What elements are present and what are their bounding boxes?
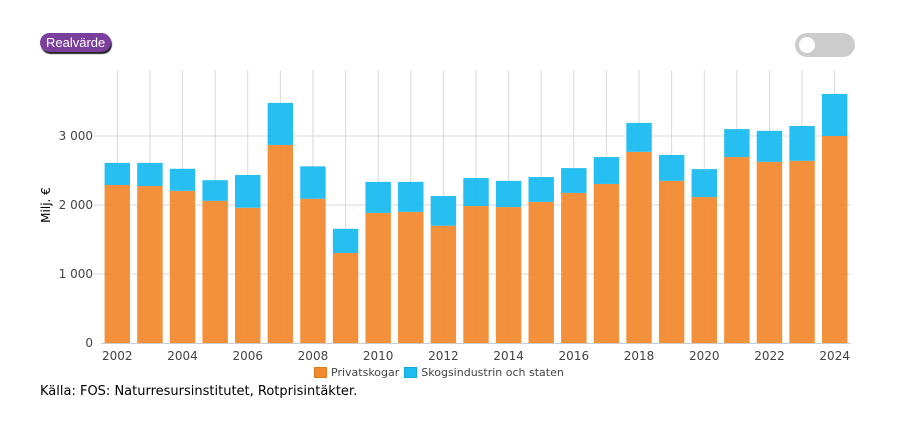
legend-item-privatskogar[interactable]: Privatskogar bbox=[314, 366, 399, 379]
realvarde-toggle[interactable] bbox=[795, 33, 855, 57]
bar-privatskogar bbox=[300, 198, 326, 343]
bar-privatskogar bbox=[463, 206, 489, 343]
bar-skogsindustrin bbox=[495, 180, 522, 208]
legend-swatch-skogsindustrin bbox=[404, 367, 418, 378]
y-tick-label: 3 000 bbox=[59, 129, 93, 143]
bar-skogsindustrin bbox=[267, 102, 294, 145]
x-tick-label: 2020 bbox=[689, 349, 720, 363]
bar-skogsindustrin bbox=[202, 180, 228, 201]
bar-privatskogar bbox=[821, 136, 848, 343]
x-tick-label: 2008 bbox=[298, 349, 329, 363]
bar-skogsindustrin bbox=[235, 174, 261, 208]
bar-skogsindustrin bbox=[463, 178, 489, 207]
x-tick-label: 2006 bbox=[232, 349, 263, 363]
bar-privatskogar bbox=[398, 211, 424, 343]
y-axis-label: Milj. € bbox=[39, 187, 53, 223]
legend-label-skogsindustrin: Skogsindustrin och staten bbox=[421, 366, 564, 379]
bar-privatskogar bbox=[104, 184, 131, 343]
legend-item-skogsindustrin[interactable]: Skogsindustrin och staten bbox=[404, 366, 564, 379]
x-tick-label: 2016 bbox=[559, 349, 590, 363]
bar-privatskogar bbox=[137, 186, 163, 343]
x-tick-label: 2022 bbox=[754, 349, 785, 363]
bar-privatskogar bbox=[593, 183, 620, 343]
bar-skogsindustrin bbox=[789, 125, 815, 161]
realvarde-button[interactable]: Realvärde bbox=[40, 33, 112, 52]
bar-privatskogar bbox=[235, 207, 261, 343]
bar-skogsindustrin bbox=[137, 162, 163, 187]
x-tick-label: 2018 bbox=[624, 349, 655, 363]
toggle-knob bbox=[799, 37, 815, 53]
bar-privatskogar bbox=[724, 157, 750, 343]
bar-skogsindustrin bbox=[593, 157, 620, 184]
bar-skogsindustrin bbox=[658, 154, 685, 181]
y-tick-label: 1 000 bbox=[59, 267, 93, 281]
bar-privatskogar bbox=[691, 197, 717, 343]
axes: 0 1 000 2 000 3 000 2002 2004 2006 2008 2010 2012… bbox=[59, 129, 851, 363]
bar-privatskogar bbox=[528, 201, 554, 343]
bar-privatskogar bbox=[658, 180, 685, 343]
bar-privatskogar bbox=[626, 151, 652, 343]
bar-privatskogar bbox=[267, 144, 294, 343]
bar-privatskogar bbox=[430, 225, 457, 343]
x-tick-label: 2004 bbox=[167, 349, 198, 363]
bar-skogsindustrin bbox=[626, 122, 652, 152]
y-tick-label: 2 000 bbox=[59, 198, 93, 212]
bar-privatskogar bbox=[789, 160, 815, 343]
bars bbox=[104, 93, 848, 343]
x-tick-label: 2002 bbox=[102, 349, 133, 363]
bar-skogsindustrin bbox=[104, 162, 131, 185]
x-tick-label: 2010 bbox=[363, 349, 394, 363]
y-tick-label: 0 bbox=[85, 336, 93, 350]
bar-privatskogar bbox=[332, 252, 359, 343]
x-tick-label: 2014 bbox=[493, 349, 524, 363]
bar-skogsindustrin bbox=[724, 129, 750, 158]
bar-privatskogar bbox=[202, 200, 228, 343]
bar-privatskogar bbox=[365, 212, 391, 343]
bar-skogsindustrin bbox=[332, 228, 359, 253]
bar-skogsindustrin bbox=[528, 177, 554, 202]
bar-privatskogar bbox=[169, 190, 196, 343]
bar-skogsindustrin bbox=[691, 169, 717, 198]
legend-swatch-privatskogar bbox=[314, 367, 327, 378]
legend: Privatskogar Skogsindustrin och staten bbox=[314, 366, 569, 379]
bar-skogsindustrin bbox=[300, 166, 326, 199]
bar-privatskogar bbox=[495, 207, 522, 343]
bar-skogsindustrin bbox=[821, 93, 848, 136]
legend-label-privatskogar: Privatskogar bbox=[331, 366, 400, 379]
x-tick-label: 2024 bbox=[819, 349, 850, 363]
bar-skogsindustrin bbox=[430, 196, 457, 226]
source-note: Källa: FOS: Naturresursinstitutet, Rotpr… bbox=[40, 384, 358, 399]
bar-skogsindustrin bbox=[169, 168, 196, 191]
bar-skogsindustrin bbox=[561, 168, 587, 193]
bar-privatskogar bbox=[561, 192, 587, 343]
bar-skogsindustrin bbox=[398, 181, 424, 212]
x-tick-label: 2012 bbox=[428, 349, 459, 363]
bar-privatskogar bbox=[756, 161, 783, 343]
bar-skogsindustrin bbox=[756, 130, 783, 162]
bar-skogsindustrin bbox=[365, 181, 391, 213]
